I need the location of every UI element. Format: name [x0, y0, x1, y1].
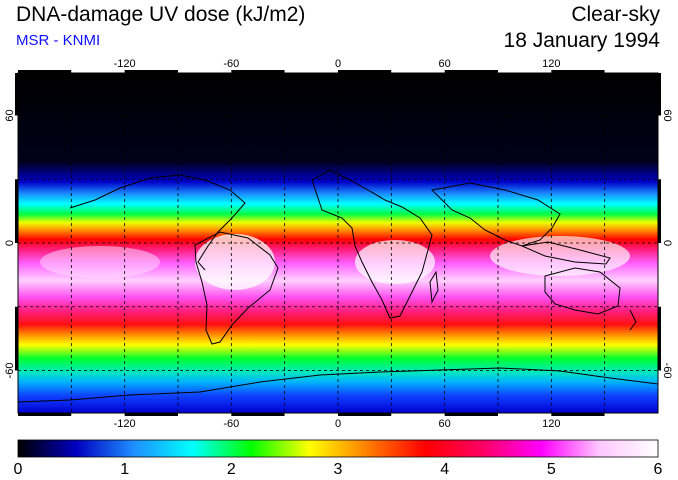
lon-tick-top: 0: [335, 58, 341, 70]
colorbar-label: 4: [440, 461, 449, 478]
frame-segment-left: [15, 370, 18, 413]
frame-segment-top: [444, 70, 498, 73]
frame-segment-bottom: [284, 413, 338, 416]
frame-segment-bottom: [231, 413, 285, 416]
lon-tick-top: -60: [223, 58, 239, 70]
frame-segment-right: [658, 73, 661, 116]
australia-coast: [544, 267, 621, 315]
frame-segment-bottom: [604, 413, 658, 416]
frame-segment-bottom: [444, 413, 498, 416]
frame-segment-left: [15, 306, 18, 371]
asia-coast: [430, 182, 561, 247]
lat-tick-left: -60: [4, 363, 16, 379]
map-date: 18 January 1994: [503, 29, 660, 52]
frame-segment-top: [284, 70, 338, 73]
lon-tick-top: 120: [542, 58, 560, 70]
frame-segment-top: [124, 70, 178, 73]
frame-segment-top: [231, 70, 285, 73]
map-border: [17, 72, 659, 414]
map-title: DNA-damage UV dose (kJ/m2): [16, 3, 306, 26]
frame-segment-top: [551, 70, 605, 73]
frame-segment-left: [15, 73, 18, 116]
colorbar-label: 3: [334, 461, 343, 478]
frame-segment-bottom: [551, 413, 605, 416]
frame-segment-bottom: [498, 413, 552, 416]
lat-tick-right: 60: [661, 109, 673, 121]
antarctica-coast: [18, 367, 658, 403]
lon-tick-bottom: -60: [223, 418, 239, 430]
frame-segment-left: [15, 115, 18, 180]
frame-segment-top: [391, 70, 445, 73]
frame-segment-top: [338, 70, 392, 73]
frame-segment-top: [178, 70, 232, 73]
frame-segment-top: [498, 70, 552, 73]
lat-tick-left: 60: [4, 109, 16, 121]
colorbar-label: 6: [654, 461, 663, 478]
frame-segment-bottom: [338, 413, 392, 416]
frame-segment-bottom: [178, 413, 232, 416]
lon-tick-bottom: 120: [542, 418, 560, 430]
europe-africa-coast: [311, 169, 433, 319]
lon-tick-bottom: 0: [335, 418, 341, 430]
frame-segment-right: [658, 243, 661, 307]
lon-tick-bottom: -120: [114, 418, 136, 430]
frame-segment-bottom: [18, 413, 72, 416]
frame-segment-right: [658, 115, 661, 180]
frame-segment-top: [71, 70, 125, 73]
frame-segment-bottom: [391, 413, 445, 416]
lat-tick-left: 0: [4, 240, 16, 246]
south-america-coast: [194, 231, 279, 345]
colorbar-label: 0: [14, 461, 23, 478]
coastlines: [18, 169, 658, 403]
sky-condition: Clear-sky: [571, 3, 660, 26]
colorbar-label: 1: [120, 461, 129, 478]
new-zealand-coast: [629, 309, 637, 331]
frame-segment-right: [658, 179, 661, 243]
map-frame: [15, 70, 661, 416]
frame-segment-left: [15, 179, 18, 243]
frame-segment-bottom: [124, 413, 178, 416]
frame-segment-left: [15, 243, 18, 307]
map-source: MSR - KNMI: [16, 32, 101, 49]
frame-segment-right: [658, 306, 661, 371]
colorbar: [17, 439, 659, 458]
lat-tick-right: -60: [661, 363, 673, 379]
frame-segment-top: [18, 70, 72, 73]
lon-tick-bottom: 60: [439, 418, 451, 430]
frame-segment-top: [604, 70, 658, 73]
madagascar-coast: [429, 270, 439, 304]
lat-tick-right: 0: [661, 240, 673, 246]
frame-segment-bottom: [71, 413, 125, 416]
graticule: [18, 73, 658, 413]
colorbar-label: 5: [547, 461, 556, 478]
colorbar-label: 2: [227, 461, 236, 478]
lon-tick-top: 60: [439, 58, 451, 70]
frame-segment-right: [658, 370, 661, 413]
lon-tick-top: -120: [114, 58, 136, 70]
north-america-coast: [69, 174, 246, 271]
